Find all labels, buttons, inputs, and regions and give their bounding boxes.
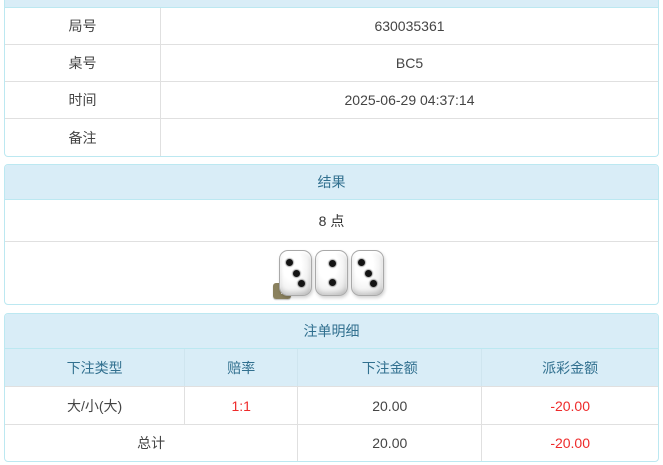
table-row: 桌号 BC5 bbox=[5, 45, 658, 82]
result-points: 8 点 bbox=[5, 200, 658, 242]
table-row: 备注 bbox=[5, 119, 658, 156]
die-pip bbox=[298, 280, 305, 287]
bet-amount-value: 20.00 bbox=[298, 387, 483, 424]
table-row: 时间 2025-06-29 04:37:14 bbox=[5, 82, 658, 119]
die-pip bbox=[329, 260, 336, 267]
die bbox=[279, 250, 312, 296]
round-info-panel: 局号 630035361 桌号 BC5 时间 2025-06-29 04:37:… bbox=[4, 0, 659, 157]
panel-heading-strip bbox=[5, 0, 658, 8]
bet-details-panel: 注单明细 下注类型 赔率 下注金额 派彩金额 大/小(大) 1:1 20.00 … bbox=[4, 313, 659, 462]
die-pip bbox=[370, 280, 377, 287]
remark-value bbox=[161, 119, 658, 156]
die-pip bbox=[286, 259, 293, 266]
result-panel: 结果 8 点 i bbox=[4, 164, 659, 305]
die bbox=[315, 250, 348, 296]
remark-label: 备注 bbox=[5, 119, 161, 156]
time-value: 2025-06-29 04:37:14 bbox=[344, 92, 475, 108]
round-id-label: 局号 bbox=[5, 8, 161, 44]
total-bet-amount: 20.00 bbox=[298, 425, 483, 461]
dice-group: i bbox=[273, 250, 384, 299]
col-bet-amount: 下注金额 bbox=[298, 349, 483, 386]
table-row: 大/小(大) 1:1 20.00 -20.00 bbox=[5, 387, 658, 425]
table-id-value: BC5 bbox=[395, 55, 424, 71]
die-pip bbox=[358, 259, 365, 266]
die-pip bbox=[293, 270, 300, 277]
total-label: 总计 bbox=[5, 425, 299, 461]
col-bet-type: 下注类型 bbox=[5, 349, 186, 386]
dice-row: i bbox=[5, 242, 658, 304]
time-label: 时间 bbox=[5, 82, 161, 118]
total-payout: -20.00 bbox=[550, 435, 591, 451]
die bbox=[351, 250, 384, 296]
bet-type-value: 大/小(大) bbox=[5, 387, 186, 424]
table-row: 局号 630035361 bbox=[5, 8, 658, 45]
col-payout: 派彩金额 bbox=[482, 349, 658, 386]
total-row: 总计 20.00 -20.00 bbox=[5, 425, 658, 461]
result-panel-title: 结果 bbox=[5, 165, 658, 200]
bet-table-header: 下注类型 赔率 下注金额 派彩金额 bbox=[5, 349, 658, 387]
odds-value: 1:1 bbox=[185, 387, 299, 424]
payout-value: -20.00 bbox=[550, 397, 591, 414]
round-id-value: 630035361 bbox=[374, 18, 445, 34]
col-odds: 赔率 bbox=[185, 349, 299, 386]
die-pip bbox=[329, 279, 336, 286]
table-id-label: 桌号 bbox=[5, 45, 161, 81]
bet-details-title: 注单明细 bbox=[5, 314, 658, 349]
die-pip bbox=[365, 270, 372, 277]
